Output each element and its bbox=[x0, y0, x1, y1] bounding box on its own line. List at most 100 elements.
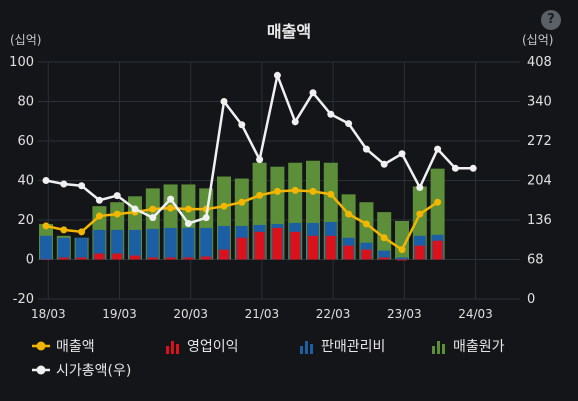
bar-판매관리비 bbox=[111, 229, 124, 260]
line-point-시가총액(우) bbox=[167, 195, 175, 203]
line-point-매출액 bbox=[309, 187, 317, 195]
legend-item-market-cap[interactable]: 시가총액(우) bbox=[32, 360, 131, 380]
line-point-시가총액(우) bbox=[131, 205, 139, 213]
bar-영업이익 bbox=[361, 249, 372, 260]
bar-판매관리비 bbox=[378, 250, 391, 260]
legend-item-sales[interactable]: 매출액 bbox=[32, 336, 95, 356]
bar-영업이익 bbox=[147, 257, 158, 260]
bar-영업이익 bbox=[76, 257, 87, 260]
line-point-시가총액(우) bbox=[273, 71, 281, 79]
bar-영업이익 bbox=[94, 253, 105, 260]
line-point-시가총액(우) bbox=[60, 180, 68, 188]
bar-영업이익 bbox=[308, 235, 318, 260]
line-point-매출액 bbox=[273, 187, 281, 195]
left-axis-tick-label: 20 bbox=[17, 213, 34, 228]
line-point-시가총액(우) bbox=[220, 98, 228, 105]
bar-영업이익 bbox=[41, 259, 51, 260]
bar-영업이익 bbox=[130, 255, 140, 260]
line-point-매출액 bbox=[113, 210, 121, 218]
x-axis-tick-label: 21/03 bbox=[245, 307, 280, 321]
left-axis-unit: (십억) bbox=[10, 33, 42, 47]
bar-영업이익 bbox=[236, 237, 247, 260]
line-point-시가총액(우) bbox=[327, 110, 335, 118]
right-axis-tick-label: 136 bbox=[527, 213, 552, 228]
right-axis-tick-label: 408 bbox=[527, 55, 552, 70]
line-point-매출액 bbox=[345, 210, 353, 218]
bar-영업이익 bbox=[414, 245, 425, 260]
legend-item-operating-profit[interactable]: 영업이익 bbox=[165, 336, 239, 356]
bar-marker-icon bbox=[300, 341, 313, 354]
bar-판매관리비 bbox=[200, 227, 213, 260]
bar-판매관리비 bbox=[93, 229, 106, 260]
bar-영업이익 bbox=[165, 257, 176, 260]
bar-판매관리비 bbox=[40, 235, 52, 260]
bar-영업이익 bbox=[201, 256, 212, 260]
line-point-시가총액(우) bbox=[434, 145, 442, 153]
line-marker-icon bbox=[32, 341, 50, 351]
line-point-시가총액(우) bbox=[256, 156, 264, 164]
right-axis-tick-label: 68 bbox=[527, 253, 544, 268]
line-point-시가총액(우) bbox=[362, 145, 370, 153]
chart-title: 매출액 bbox=[266, 22, 312, 41]
line-point-시가총액(우) bbox=[42, 177, 50, 184]
line-point-매출액 bbox=[60, 226, 68, 234]
bar-영업이익 bbox=[325, 235, 336, 260]
bar-영업이익 bbox=[290, 231, 301, 260]
bar-영업이익 bbox=[432, 240, 443, 260]
line-point-매출액 bbox=[78, 228, 86, 236]
line-point-시가총액(우) bbox=[184, 219, 192, 227]
help-icon[interactable]: ? bbox=[541, 10, 561, 30]
line-point-매출액 bbox=[416, 210, 424, 218]
line-point-시가총액(우) bbox=[202, 214, 210, 222]
bar-판매관리비 bbox=[182, 227, 195, 260]
legend-label: 매출액 bbox=[56, 339, 95, 355]
left-axis-tick-label: 60 bbox=[17, 134, 34, 149]
right-axis-tick-label: 204 bbox=[527, 174, 552, 189]
line-point-매출액 bbox=[220, 202, 228, 210]
line-point-매출액 bbox=[184, 205, 192, 213]
line-point-시가총액(우) bbox=[345, 120, 353, 128]
bar-판매관리비 bbox=[57, 237, 70, 260]
bar-영업이익 bbox=[254, 231, 265, 260]
line-point-시가총액(우) bbox=[309, 89, 317, 97]
line-point-매출액 bbox=[398, 246, 406, 254]
bar-영업이익 bbox=[183, 257, 194, 260]
line-point-매출액 bbox=[238, 198, 246, 206]
line-point-시가총액(우) bbox=[291, 118, 299, 126]
legend-item-cogs[interactable]: 매출원가 bbox=[431, 336, 505, 356]
line-point-매출액 bbox=[380, 234, 388, 242]
bar-영업이익 bbox=[343, 245, 354, 260]
right-axis-tick-label: 340 bbox=[527, 95, 552, 110]
line-point-매출액 bbox=[42, 222, 50, 230]
line-point-시가총액(우) bbox=[469, 164, 477, 172]
x-axis-tick-label: 24/03 bbox=[458, 307, 493, 321]
line-point-시가총액(우) bbox=[380, 160, 388, 168]
line-point-시가총액(우) bbox=[451, 164, 459, 172]
line-point-매출액 bbox=[95, 212, 103, 220]
left-axis-tick-label: 100 bbox=[9, 55, 34, 70]
bar-매출원가 bbox=[395, 220, 409, 260]
right-axis-tick-label: 0 bbox=[527, 292, 535, 307]
x-axis-tick-label: 20/03 bbox=[173, 307, 208, 321]
line-point-매출액 bbox=[434, 198, 442, 206]
bar-영업이익 bbox=[379, 257, 390, 260]
line-point-시가총액(우) bbox=[238, 121, 246, 129]
left-axis-tick-label: 0 bbox=[26, 253, 34, 268]
legend-label: 판매관리비 bbox=[321, 339, 386, 355]
right-axis-tick-label: 272 bbox=[527, 134, 552, 149]
right-axis-unit: (십억) bbox=[522, 33, 554, 47]
line-point-매출액 bbox=[149, 205, 157, 213]
x-axis-tick-label: 23/03 bbox=[387, 307, 422, 321]
legend-label: 시가총액(우) bbox=[56, 363, 132, 379]
legend-item-sga[interactable]: 판매관리비 bbox=[299, 336, 385, 356]
x-axis-tick-label: 22/03 bbox=[316, 307, 351, 321]
bar-영업이익 bbox=[219, 249, 229, 260]
bar-판매관리비 bbox=[129, 229, 141, 260]
bar-marker-icon bbox=[166, 341, 179, 354]
line-point-시가총액(우) bbox=[398, 150, 406, 158]
line-point-시가총액(우) bbox=[416, 183, 424, 191]
legend-label: 매출원가 bbox=[453, 339, 505, 355]
bar-영업이익 bbox=[272, 227, 283, 260]
bar-marker-icon bbox=[432, 341, 445, 354]
